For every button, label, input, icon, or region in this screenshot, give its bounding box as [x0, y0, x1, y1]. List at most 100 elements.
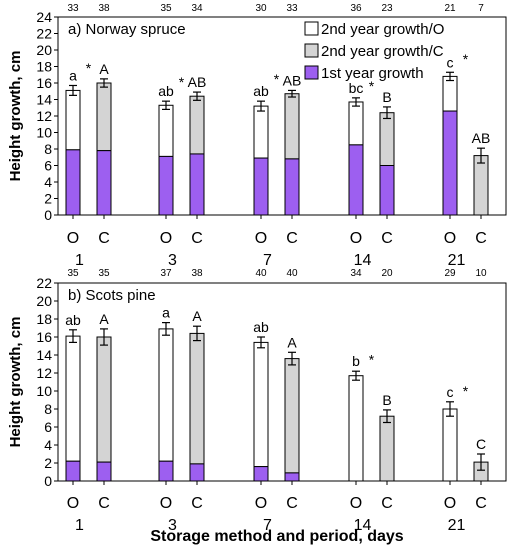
- bar-second-year-C: [189, 332, 205, 465]
- group-label: 21: [448, 252, 466, 269]
- y-tick-label: 22: [36, 275, 52, 291]
- bar-first-year: [442, 110, 458, 216]
- category-label: O: [160, 495, 172, 512]
- legend-label: 1st year growth: [321, 65, 424, 82]
- y-axis-label: Height growth, cm: [7, 51, 24, 182]
- significance-letter: C: [476, 436, 486, 452]
- group-label: 14: [354, 517, 372, 534]
- sample-size-label: 20: [381, 268, 393, 279]
- plot-frame: [57, 282, 507, 482]
- legend-swatch: [304, 43, 319, 58]
- category-label: O: [255, 230, 267, 247]
- significance-letter: bc: [349, 80, 364, 96]
- bar-second-year-O: [253, 105, 269, 159]
- sample-size-label: 40: [286, 268, 298, 279]
- bar-second-year-C: [284, 358, 300, 474]
- y-tick-label: 10: [36, 125, 52, 141]
- significance-star: *: [463, 51, 469, 67]
- significance-letter: A: [192, 308, 202, 324]
- category-label: O: [350, 495, 362, 512]
- group-label: 1: [75, 252, 84, 269]
- bar-first-year: [65, 460, 81, 482]
- bar-second-year-C: [284, 93, 300, 160]
- group-label: 7: [263, 517, 272, 534]
- chart-scots-pine: 0 2 4 6 8 10 12 14 16 18 20 22 Height growth, cm b) S…: [7, 268, 507, 534]
- significance-letter: ab: [158, 83, 174, 99]
- category-label: C: [381, 230, 393, 247]
- bar-first-year: [96, 150, 112, 216]
- bar-first-year: [253, 466, 269, 482]
- y-tick-label: 24: [36, 9, 52, 25]
- y-tick-label: 0: [44, 207, 52, 223]
- y-axis-label: Height growth, cm: [7, 317, 24, 448]
- sample-size-label: 29: [444, 268, 456, 279]
- sample-size-label: 35: [160, 3, 172, 14]
- category-label: C: [475, 495, 487, 512]
- significance-letter: ab: [253, 83, 269, 99]
- sample-size-label: 30: [255, 3, 267, 14]
- significance-letter: c: [447, 54, 454, 70]
- bar-first-year: [158, 460, 174, 482]
- y-tick-label: 20: [36, 293, 52, 309]
- category-label: O: [67, 495, 79, 512]
- y-tick-label: 12: [36, 108, 52, 124]
- significance-star: *: [369, 351, 375, 367]
- sample-size-label: 37: [160, 268, 172, 279]
- significance-letter: ab: [65, 312, 81, 328]
- category-label: O: [444, 495, 456, 512]
- significance-letter: b: [352, 353, 360, 369]
- bar-second-year-C: [379, 112, 395, 166]
- sample-size-label: 23: [381, 3, 393, 14]
- significance-letter: a: [69, 67, 77, 83]
- category-label: C: [98, 495, 110, 512]
- bar-first-year: [189, 153, 205, 216]
- y-tick-label: 18: [36, 59, 52, 75]
- bar-second-year-C: [379, 415, 395, 482]
- bar-first-year: [189, 463, 205, 482]
- y-tick-label: 22: [36, 26, 52, 42]
- bar-first-year: [379, 165, 395, 216]
- significance-letter: AB: [283, 72, 302, 88]
- significance-star: *: [463, 383, 469, 399]
- bar-second-year-O: [158, 104, 174, 157]
- category-label: O: [255, 495, 267, 512]
- legend-label: 2nd year growth/O: [321, 21, 444, 38]
- y-tick-label: 14: [36, 347, 52, 363]
- group-label: 14: [354, 252, 372, 269]
- group-label: 21: [448, 517, 466, 534]
- group-label: 7: [263, 252, 272, 269]
- group-label: 1: [75, 517, 84, 534]
- category-label: C: [286, 495, 298, 512]
- bar-second-year-O: [65, 89, 81, 151]
- category-label: C: [286, 230, 298, 247]
- x-axis-label: Storage method and period, days: [150, 528, 403, 545]
- y-tick-label: 10: [36, 383, 52, 399]
- sample-size-label: 38: [98, 3, 110, 14]
- significance-star: *: [179, 74, 185, 90]
- category-label: O: [160, 230, 172, 247]
- significance-letter: ab: [253, 319, 269, 335]
- significance-letter: B: [382, 89, 391, 105]
- legend-label: 2nd year growth/C: [321, 43, 444, 60]
- bar-second-year-O: [442, 75, 458, 112]
- bar-second-year-O: [253, 341, 269, 468]
- bar-second-year-O: [442, 408, 458, 482]
- y-tick-label: 18: [36, 311, 52, 327]
- significance-letter: c: [447, 384, 454, 400]
- significance-star: *: [274, 71, 280, 87]
- category-label: O: [350, 230, 362, 247]
- y-tick-label: 6: [44, 419, 52, 435]
- bar-first-year: [65, 149, 81, 216]
- category-label: C: [191, 495, 203, 512]
- group-label: 3: [168, 252, 177, 269]
- sample-size-label: 33: [67, 3, 79, 14]
- bar-first-year: [284, 158, 300, 216]
- bar-second-year-O: [65, 335, 81, 462]
- sample-size-label: 21: [444, 3, 456, 14]
- bar-first-year: [348, 144, 364, 216]
- sample-size-label: 36: [350, 3, 362, 14]
- bar-second-year-C: [96, 82, 112, 152]
- significance-star: *: [369, 78, 375, 94]
- bar-first-year: [253, 157, 269, 216]
